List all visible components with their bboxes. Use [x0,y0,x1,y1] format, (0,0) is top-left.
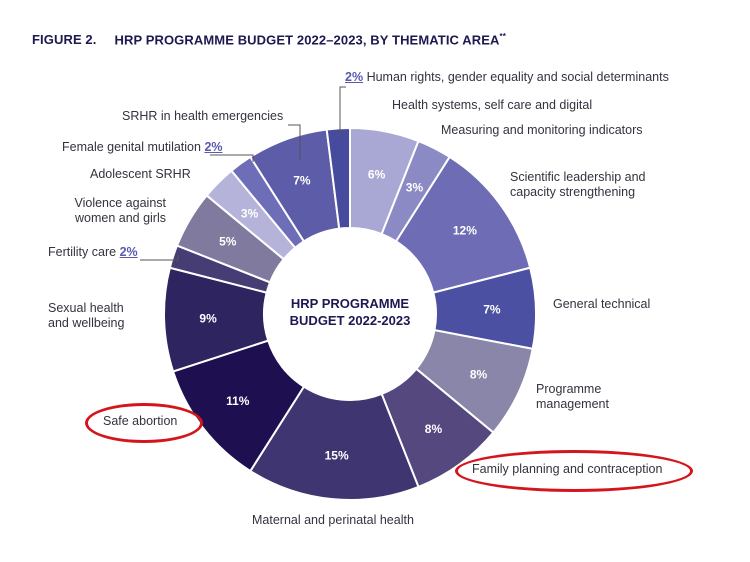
label-family-planning: Family planning and contraception [472,462,663,476]
label-fertility: Fertility care 2% [48,245,138,260]
label-line: and wellbeing [48,316,125,330]
highlight-ellipse-family-planning [455,450,693,492]
slice-value-label: 3% [406,180,424,194]
label-violence: Violence against women and girls [70,196,166,226]
label-line: management [536,397,609,411]
highlight-ellipse-safe-abortion [85,403,203,443]
donut-slice-maternal-and-perinatal-health [248,385,420,501]
label-text: Human rights, gender equality and social… [366,70,669,84]
center-label-line-2: BUDGET 2022-2023 [290,313,411,328]
pct-human-rights: 2% [345,70,364,84]
leader-line-fertility [140,255,179,261]
label-human-rights: 2% Human rights, gender equality and soc… [345,70,669,85]
slice-value-label: 6% [368,168,386,182]
figure-number: FIGURE 2. [32,32,97,48]
slice-value-label: 9% [199,311,217,325]
slice-value-label: 7% [293,173,311,187]
slice-value-label: 8% [470,367,488,381]
slice-value-label: 15% [325,448,349,462]
label-fgm: Female genital mutilation 2% [62,140,223,155]
label-adolescent: Adolescent SRHR [90,167,191,181]
slice-value-label: 5% [219,235,237,249]
label-emergencies: SRHR in health emergencies [122,109,284,123]
label-text: Fertility care [48,245,117,259]
pct-fertility: 2% [119,245,138,259]
figure-title: FIGURE 2. HRP PROGRAMME BUDGET 2022–2023,… [32,32,506,47]
slice-value-label: 8% [425,422,443,436]
label-line: Programme [536,382,602,396]
figure-title-text: HRP PROGRAMME BUDGET 2022–2023, BY THEMA… [114,32,500,48]
label-line: capacity strengthening [510,185,636,199]
label-safe-abortion: Safe abortion [103,414,178,428]
leader-line-human-rights [339,86,346,136]
slice-value-label: 3% [241,207,259,221]
leader-line-emergencies [288,124,301,160]
label-line: Sexual health [48,301,124,315]
label-line: Scientific leadership and [510,170,646,184]
slice-value-label: 12% [453,224,477,238]
donut-slice-human-rights-gender-equality-and-social-determinants [325,126,351,230]
label-programme: Programme management [536,382,609,412]
slice-value-label: 11% [226,394,250,408]
label-measuring: Measuring and monitoring indicators [441,123,643,137]
label-line: women and girls [74,211,166,225]
footnote-mark: ** [499,32,506,41]
label-maternal: Maternal and perinatal health [252,513,414,527]
label-scientific: Scientific leadership and capacity streng… [510,170,646,200]
label-text: Female genital mutilation [62,140,201,154]
label-line: Violence against [74,196,166,210]
center-label-line-1: HRP PROGRAMME [291,296,410,311]
label-health-systems: Health systems, self care and digital [392,98,593,112]
leader-line-fgm [210,154,254,162]
label-general: General technical [553,297,651,311]
slice-value-label: 7% [483,303,501,317]
pct-fgm: 2% [204,140,223,154]
label-sexual-health: Sexual health and wellbeing [48,301,124,331]
